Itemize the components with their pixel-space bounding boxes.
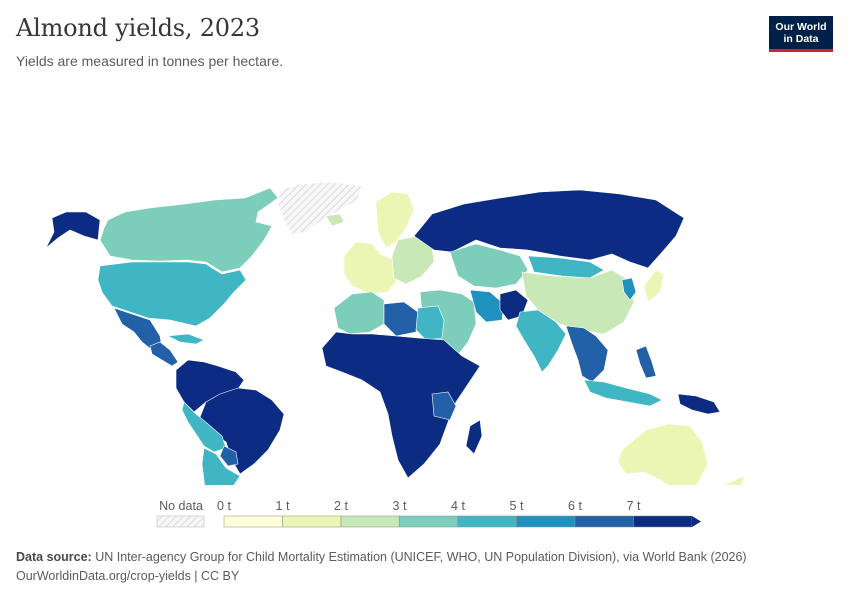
region-iran[interactable] bbox=[469, 289, 505, 323]
region-new-zealand[interactable] bbox=[716, 475, 745, 485]
owid-logo[interactable]: Our World in Data bbox=[769, 16, 833, 52]
legend-no-data-label: No data bbox=[159, 499, 203, 513]
legend-tick-label: 6 t bbox=[568, 499, 582, 513]
region-sub-saharan-africa[interactable] bbox=[321, 331, 481, 479]
logo-line-1: Our World bbox=[775, 21, 827, 33]
legend-tick-label: 5 t bbox=[510, 499, 524, 513]
region-egypt[interactable] bbox=[415, 305, 445, 341]
region-western-europe[interactable] bbox=[343, 241, 401, 295]
map-legend: No data 0 t 1 t 2 t 3 t 4 t 5 t 6 t 7 t bbox=[156, 499, 701, 528]
region-russia[interactable] bbox=[413, 189, 685, 269]
legend-tick-label: 0 t bbox=[217, 499, 231, 513]
region-iceland[interactable] bbox=[325, 213, 345, 227]
legend-tick-label: 2 t bbox=[334, 499, 348, 513]
region-tanzania[interactable] bbox=[431, 391, 457, 421]
legend-tick-label: 3 t bbox=[393, 499, 407, 513]
legend-tick-label: 1 t bbox=[276, 499, 290, 513]
region-alaska[interactable] bbox=[45, 211, 101, 249]
data-source-text: UN Inter-agency Group for Child Mortalit… bbox=[95, 550, 747, 564]
region-philippines[interactable] bbox=[635, 345, 657, 379]
region-madagascar[interactable] bbox=[465, 419, 483, 455]
region-india[interactable] bbox=[515, 309, 567, 373]
region-central-asia[interactable] bbox=[449, 243, 529, 289]
region-southeast-asia[interactable] bbox=[565, 325, 609, 383]
legend-bin-4 bbox=[457, 515, 517, 528]
region-paraguay[interactable] bbox=[219, 445, 239, 467]
legend-bin-2 bbox=[340, 515, 400, 528]
region-scandinavia[interactable] bbox=[375, 191, 415, 249]
region-greenland[interactable] bbox=[277, 181, 363, 235]
chart-subtitle: Yields are measured in tonnes per hectar… bbox=[16, 53, 284, 69]
data-source-label: Data source: bbox=[16, 550, 92, 564]
region-libya[interactable] bbox=[383, 301, 419, 337]
region-australia[interactable] bbox=[617, 423, 709, 485]
region-canada[interactable] bbox=[99, 187, 279, 273]
legend-tick-label: 4 t bbox=[451, 499, 465, 513]
footer-url[interactable]: OurWorldinData.org/crop-yields | CC BY bbox=[16, 569, 240, 583]
legend-color-bins: 0 t 1 t 2 t 3 t 4 t 5 t 6 t 7 t bbox=[217, 499, 701, 528]
chart-footer: Data source: UN Inter-agency Group for C… bbox=[16, 548, 747, 586]
legend-bin-0 bbox=[223, 515, 283, 528]
legend-bin-1 bbox=[282, 515, 342, 528]
region-japan[interactable] bbox=[643, 269, 665, 303]
legend-no-data-swatch bbox=[156, 515, 205, 528]
legend-tick-label: 7 t bbox=[627, 499, 641, 513]
legend-bin-5 bbox=[516, 515, 576, 528]
data-source-line: Data source: UN Inter-agency Group for C… bbox=[16, 548, 747, 567]
logo-line-2: in Data bbox=[783, 33, 819, 45]
legend-bin-7 bbox=[633, 515, 693, 528]
legend-bin-6 bbox=[574, 515, 634, 528]
chart-title: Almond yields, 2023 bbox=[16, 14, 260, 42]
region-peru-and-bolivia[interactable] bbox=[181, 401, 227, 453]
region-cuba[interactable] bbox=[166, 333, 205, 345]
region-north-africa[interactable] bbox=[333, 291, 385, 335]
world-map bbox=[45, 181, 745, 485]
legend-bin-3 bbox=[399, 515, 459, 528]
legend-arrow bbox=[692, 516, 701, 527]
region-korea[interactable] bbox=[621, 277, 637, 301]
map-regions bbox=[45, 181, 745, 485]
region-mongolia[interactable] bbox=[527, 255, 605, 279]
region-central-america[interactable] bbox=[149, 341, 179, 367]
region-united-states[interactable] bbox=[97, 261, 247, 327]
region-new-guinea[interactable] bbox=[677, 393, 721, 415]
region-indonesia[interactable] bbox=[583, 379, 663, 407]
region-argentina-and-chile[interactable] bbox=[201, 447, 241, 485]
